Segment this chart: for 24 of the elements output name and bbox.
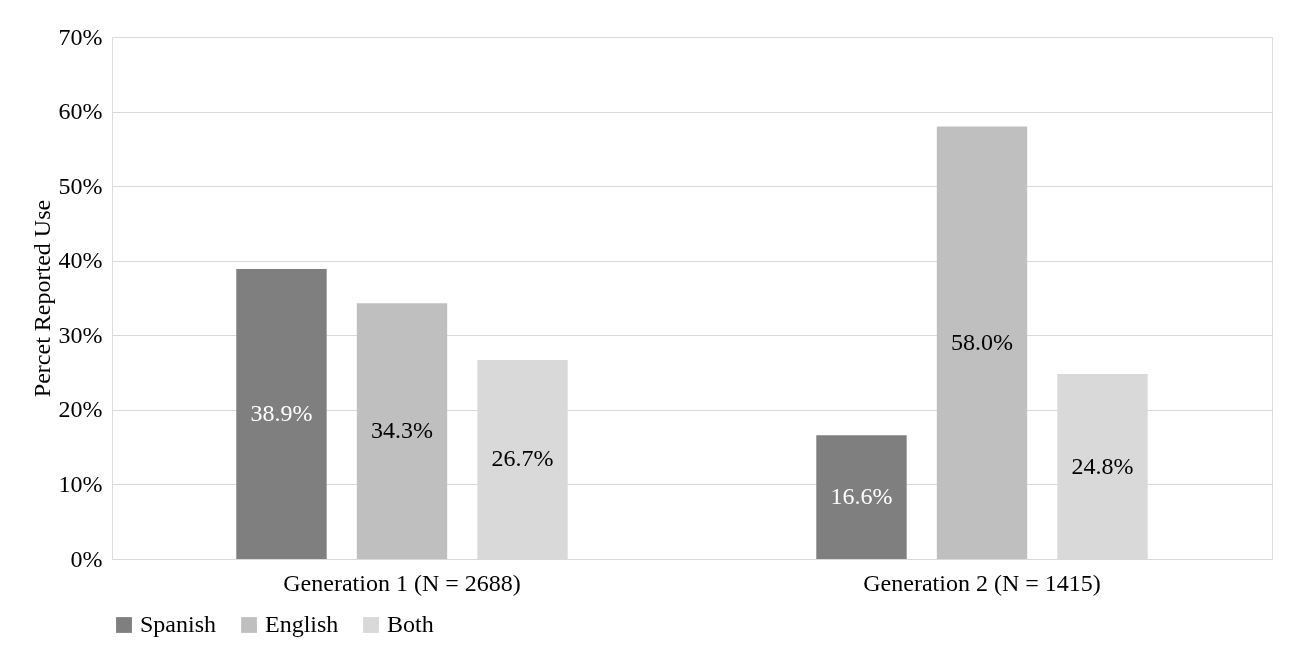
bar	[816, 435, 907, 559]
legend-label: Both	[387, 611, 434, 637]
data-label: 24.8%	[1071, 452, 1134, 479]
y-tick-label: 70%	[58, 23, 103, 50]
y-tick-label: 40%	[58, 247, 103, 274]
x-tick-label: Generation 1 (N = 2688)	[283, 569, 521, 596]
y-axis-title: Percet Reported Use	[28, 199, 55, 398]
data-label: 26.7%	[491, 445, 554, 472]
data-label: 38.9%	[250, 399, 313, 426]
y-tick-label: 60%	[58, 98, 103, 125]
y-tick-label: 20%	[58, 396, 103, 423]
data-label: 16.6%	[830, 483, 893, 510]
bar	[936, 126, 1028, 559]
x-tick-label: Generation 2 (N = 1415)	[863, 569, 1101, 596]
legend-label: Spanish	[140, 611, 217, 637]
y-tick-label: 10%	[58, 470, 103, 497]
bar	[356, 303, 448, 559]
y-tick-label: 30%	[58, 321, 103, 348]
bar	[236, 268, 327, 559]
data-label: 34.3%	[371, 417, 433, 444]
y-tick-label: 0%	[70, 545, 103, 572]
legend-label: English	[265, 611, 339, 637]
data-label: 58.0%	[951, 328, 1013, 355]
y-tick-label: 50%	[58, 172, 103, 199]
